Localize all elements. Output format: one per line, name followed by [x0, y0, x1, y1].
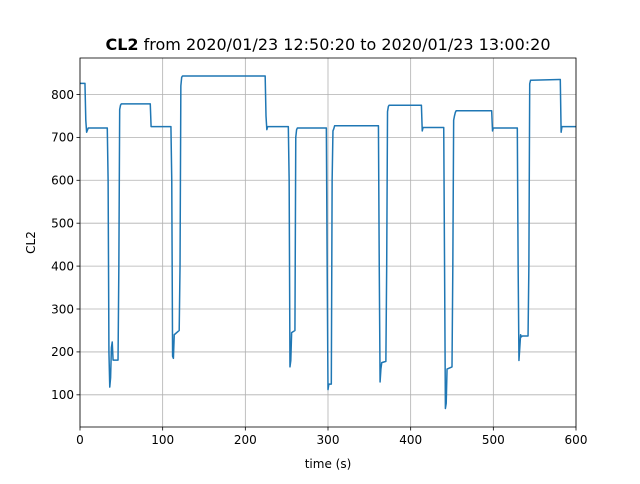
y-tick-label: 500: [51, 216, 74, 230]
y-tick-label: 300: [51, 302, 74, 316]
y-tick-label: 100: [51, 388, 74, 402]
x-tick-label: 0: [76, 433, 84, 447]
series-line-cl2: [80, 75, 576, 410]
x-tick-label: 100: [151, 433, 174, 447]
x-tick-label: 400: [399, 433, 422, 447]
x-axis-label: time (s): [305, 457, 352, 471]
ticks: 0 100 200 300 400 500 600 100 200 300 400 500 600 700…: [51, 88, 587, 447]
y-tick-label: 600: [51, 174, 74, 188]
y-tick-label: 200: [51, 345, 74, 359]
chart-title-rest: from 2020/01/23 12:50:20 to 2020/01/23 1…: [139, 35, 551, 54]
y-tick-label: 800: [51, 88, 74, 102]
y-tick-label: 700: [51, 131, 74, 145]
x-tick-label: 300: [317, 433, 340, 447]
chart-title-bold: CL2: [105, 35, 138, 54]
y-axis-label: CL2: [24, 231, 38, 254]
x-tick-label: 500: [482, 433, 505, 447]
x-tick-label: 200: [234, 433, 257, 447]
chart-title: CL2 from 2020/01/23 12:50:20 to 2020/01/…: [105, 35, 550, 54]
y-tick-label: 400: [51, 259, 74, 273]
x-tick-label: 600: [565, 433, 588, 447]
